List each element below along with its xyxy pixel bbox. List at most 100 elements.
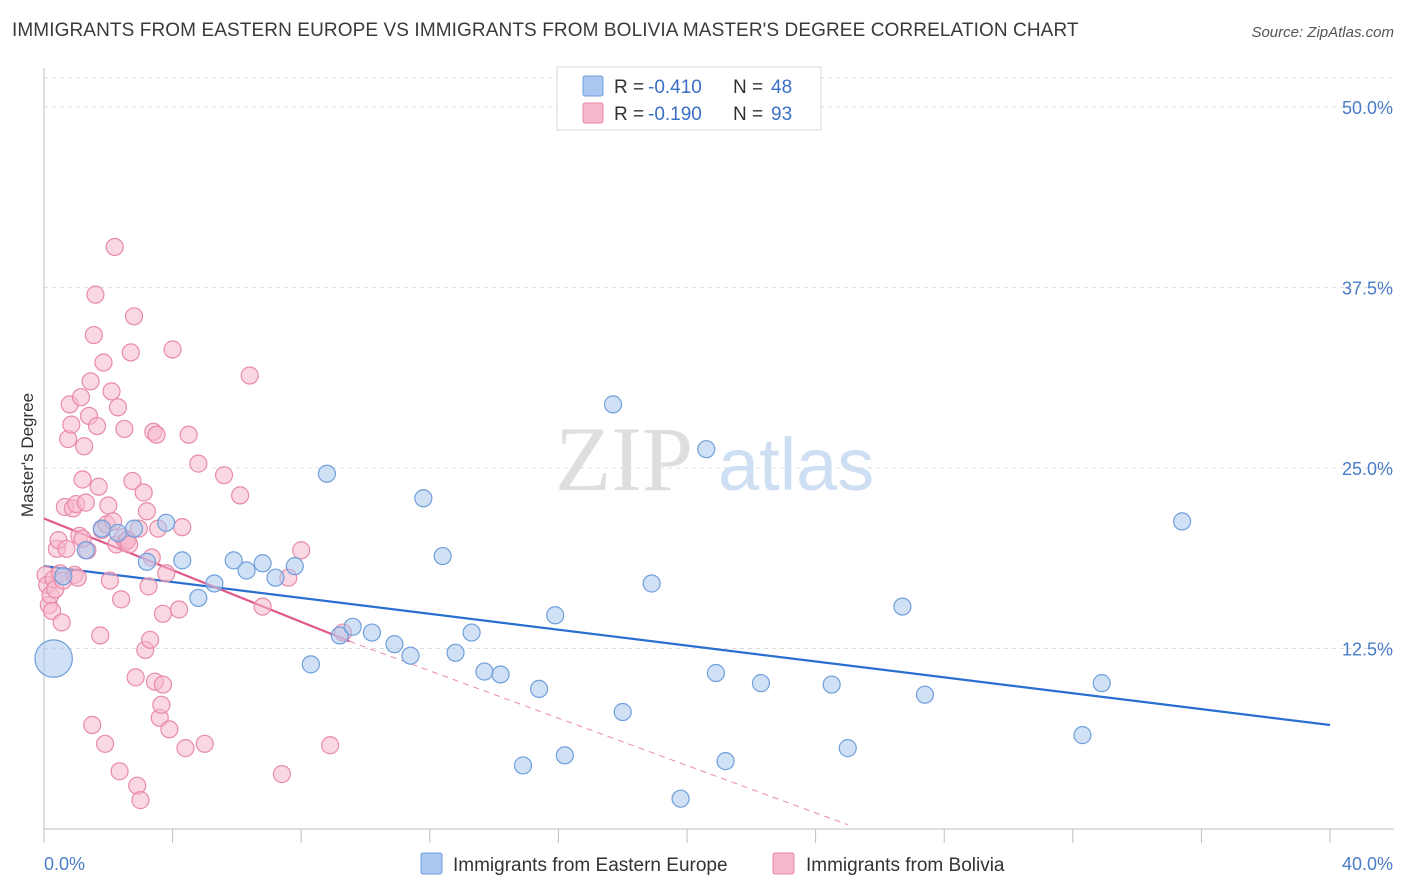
trendline-bolivia-dashed [349,640,848,826]
point-bolivia-47 [112,590,131,609]
point-eastern-europe-27 [475,662,494,681]
y-tick-label-0: 12.5% [1342,639,1393,659]
point-bolivia-75 [163,340,182,359]
point-bolivia-25 [76,493,95,512]
point-eastern-europe-19 [343,617,362,636]
point-eastern-europe-28 [491,665,510,684]
top-legend-n-value-2: 93 [771,104,792,125]
point-bolivia-32 [87,416,107,436]
point-bolivia-78 [176,739,195,758]
point-bolivia-79 [179,425,198,444]
point-eastern-europe-35 [642,574,661,593]
x-tick-label-1: 40.0% [1342,854,1393,874]
point-bolivia-88 [292,541,311,560]
point-bolivia-37 [95,734,115,753]
point-bolivia-62 [137,502,156,521]
x-tick-label-0: 0.0% [44,854,85,874]
point-bolivia-43 [105,237,124,257]
point-bolivia-80 [189,454,208,473]
point-bolivia-81 [195,734,214,753]
point-bolivia-31 [86,285,105,304]
point-eastern-europe-26 [462,623,481,642]
point-bolivia-30 [84,325,103,345]
point-eastern-europe-33 [603,395,623,414]
point-eastern-europe-31 [546,606,565,625]
point-bolivia-16 [62,415,81,434]
point-bolivia-84 [240,366,259,385]
point-bolivia-89 [321,736,340,755]
point-bolivia-54 [123,471,142,491]
top-legend-swatch-pink [582,102,604,124]
point-eastern-europe-41 [822,675,841,694]
point-eastern-europe-46 [1092,674,1111,693]
point-bolivia-23 [73,470,92,489]
point-bolivia-60 [134,483,153,502]
point-eastern-europe-22 [401,646,420,665]
point-bolivia-39 [99,496,118,515]
point-bolivia-28 [81,372,100,391]
source-credit: Source: ZipAtlas.com [1251,24,1394,41]
bottom-legend-label-pink: Immigrants from Bolivia [806,855,1005,876]
point-bolivia-85 [253,597,272,616]
point-eastern-europe-44 [915,685,935,704]
point-eastern-europe-29 [513,756,533,775]
bottom-legend-swatch-blue [420,852,443,875]
top-legend-n-label-2: N = [733,104,763,125]
point-eastern-europe-2 [76,541,95,560]
y-tick-label-3: 50.0% [1342,98,1393,118]
point-eastern-europe-14 [266,568,285,587]
point-eastern-europe-15 [285,557,304,576]
point-eastern-europe-0 [34,639,73,678]
bottom-legend-label-blue: Immigrants from Eastern Europe [453,855,728,876]
point-eastern-europe-24 [433,546,452,566]
point-bolivia-56 [126,668,145,687]
point-eastern-europe-18 [330,626,349,645]
point-bolivia-63 [139,577,158,596]
watermark-atlas: atlas [718,423,874,506]
point-eastern-europe-42 [838,739,857,758]
top-legend-swatch-blue [582,75,604,97]
point-eastern-europe-8 [173,551,192,570]
point-bolivia-33 [89,477,108,496]
point-eastern-europe-40 [751,674,771,693]
point-eastern-europe-20 [362,623,382,642]
point-eastern-europe-23 [414,489,433,508]
point-bolivia-10 [52,613,71,632]
point-eastern-europe-17 [317,464,337,483]
point-eastern-europe-39 [716,752,735,771]
top-legend-r-value-1: -0.410 [648,77,702,98]
top-legend-r-label-1: R = [614,77,644,98]
trendlines [43,517,1331,826]
point-bolivia-64 [140,630,160,649]
top-legend-n-label-1: N = [733,77,763,98]
tick-labels: 12.5% 25.0% 37.5% 50.0% 0.0% 40.0% [44,98,1393,874]
point-bolivia-22 [71,388,91,407]
trendline-bolivia [43,517,350,643]
point-eastern-europe-9 [189,588,208,608]
point-bolivia-41 [102,382,121,401]
point-eastern-europe-7 [157,513,176,532]
point-bolivia-45 [108,398,128,417]
point-bolivia-73 [157,564,176,583]
point-eastern-europe-45 [1073,726,1092,745]
point-bolivia-40 [100,571,120,590]
point-eastern-europe-30 [530,679,549,699]
point-eastern-europe-3 [92,519,111,538]
top-legend-n-value-1: 48 [771,77,792,98]
top-legend-r-value-2: -0.190 [648,104,702,125]
point-eastern-europe-13 [253,554,272,573]
chart-title: IMMIGRANTS FROM EASTERN EUROPE VS IMMIGR… [12,20,1079,41]
point-bolivia-82 [214,466,234,485]
point-bolivia-83 [231,486,250,505]
point-bolivia-24 [75,437,94,456]
point-eastern-europe-43 [893,597,912,616]
point-bolivia-91 [153,675,173,694]
point-eastern-europe-6 [137,552,156,571]
point-eastern-europe-1 [54,567,73,586]
point-bolivia-55 [124,307,144,326]
point-eastern-europe-5 [124,519,144,538]
point-eastern-europe-10 [205,574,224,593]
point-bolivia-77 [173,518,192,537]
point-bolivia-76 [169,600,189,619]
